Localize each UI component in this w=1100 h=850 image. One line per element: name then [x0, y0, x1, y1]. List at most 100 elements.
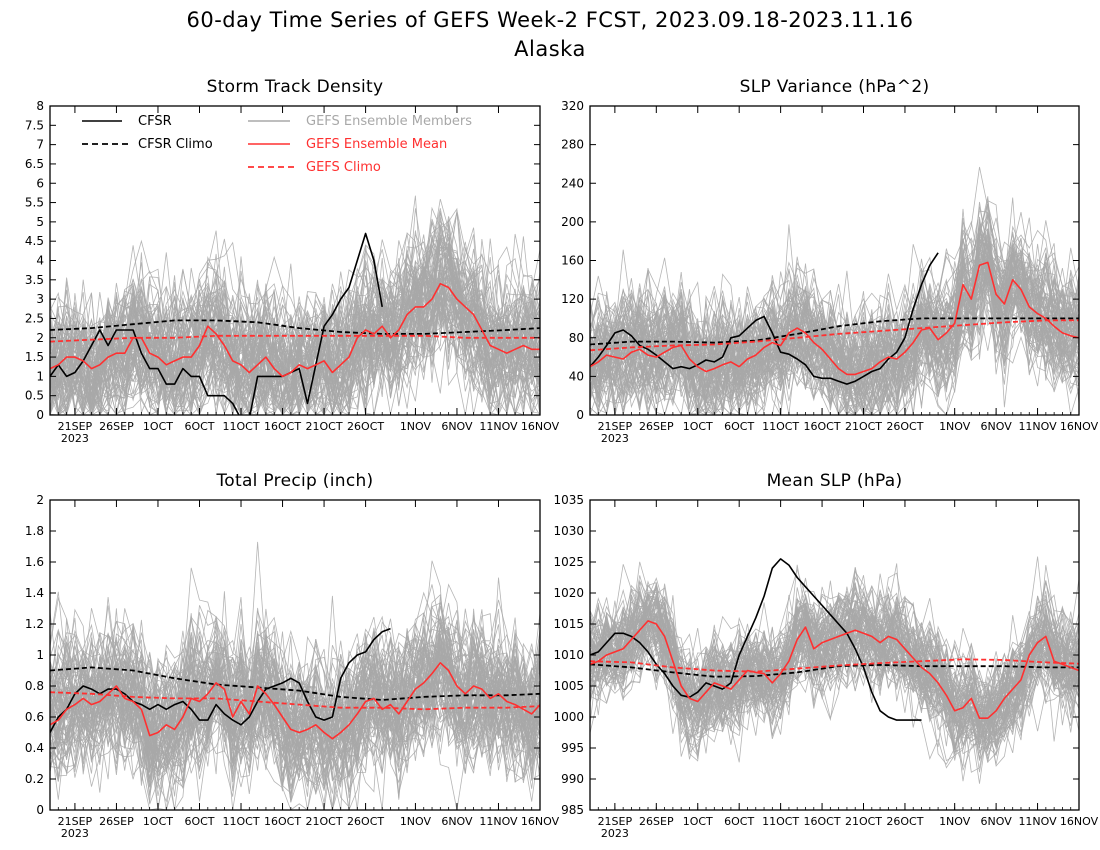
- y-tick-label: 0.2: [25, 772, 44, 786]
- y-tick-label: 120: [561, 292, 584, 306]
- y-tick-label: 0.4: [25, 741, 44, 755]
- panel-title: Storm Track Density: [207, 77, 384, 97]
- x-tick-label: 26OCT: [886, 420, 923, 433]
- ensemble-member-line: [50, 239, 540, 415]
- series-cfsr-climo: [50, 319, 540, 335]
- y-tick-label: 1.2: [25, 617, 44, 631]
- y-tick-label: 1.8: [25, 524, 44, 538]
- x-year-label: 2023: [61, 432, 89, 445]
- y-tick-label: 1.5: [25, 350, 44, 364]
- x-year-label: 2023: [601, 827, 629, 840]
- ensemble-member-line: [50, 602, 540, 799]
- figure-title: 60-day Time Series of GEFS Week-2 FCST, …: [186, 8, 913, 32]
- y-tick-label: 5: [36, 215, 44, 229]
- ensemble-member-line: [590, 200, 1079, 415]
- x-tick-label: 6NOV: [441, 420, 473, 433]
- y-tick-label: 160: [561, 254, 584, 268]
- series-gefs-climo: [590, 658, 1079, 673]
- series-gefs-ensemble-mean: [50, 661, 540, 740]
- ensemble-member-line: [590, 590, 1079, 769]
- x-tick-label: 11NOV: [1018, 420, 1057, 433]
- y-tick-label: 6.5: [25, 157, 44, 171]
- x-tick-label: 26SEP: [99, 420, 134, 433]
- x-tick-label: 6NOV: [981, 815, 1013, 828]
- ensemble-members: [590, 556, 1079, 784]
- x-tick-label: 16NOV: [1060, 420, 1099, 433]
- x-tick-label: 11OCT: [762, 815, 799, 828]
- y-tick-label: 3: [36, 292, 44, 306]
- ensemble-member-line: [50, 233, 540, 415]
- panel-storm-track-density: 0 0.5 1 1.5 2 2.5 3 3.5 4 4.5 5 5.5 6 6.5 7 7.5 8 21SEP 26…: [25, 77, 560, 445]
- x-tick-label: 26OCT: [347, 815, 384, 828]
- y-tick-label: 1035: [553, 493, 584, 507]
- series-gefs-climo: [50, 691, 540, 711]
- ensemble-member-line: [50, 249, 540, 415]
- ensemble-members: [590, 166, 1079, 415]
- ensemble-member-line: [590, 596, 1079, 760]
- x-tick-label: 1NOV: [400, 420, 432, 433]
- ensemble-member-line: [590, 596, 1079, 757]
- series-cfsr-climo: [590, 317, 1079, 346]
- ensemble-member-line: [50, 195, 540, 415]
- ensemble-member-line: [590, 583, 1079, 763]
- ensemble-member-line: [50, 217, 540, 415]
- panel-total-precip: 0 0.2 0.4 0.6 0.8 1 1.2 1.4 1.6 1.8 2 21SEP 26SEP 1OC…: [25, 471, 560, 840]
- x-tick-label: 16NOV: [521, 420, 560, 433]
- x-tick-label: 11NOV: [479, 815, 518, 828]
- x-tick-label: 1NOV: [400, 815, 432, 828]
- ensemble-member-line: [590, 582, 1079, 782]
- ensemble-member-line: [50, 622, 540, 803]
- x-tick-label: 26OCT: [347, 420, 384, 433]
- y-tick-label: 6: [36, 176, 44, 190]
- y-tick-label: 1015: [553, 617, 584, 631]
- y-tick-label: 80: [569, 331, 584, 345]
- x-tick-label: 21OCT: [845, 420, 882, 433]
- legend: CFSR CFSR Climo GEFS Ensemble Members GE…: [82, 114, 472, 175]
- y-tick-label: 0: [36, 408, 44, 422]
- ensemble-member-line: [50, 625, 540, 797]
- ensemble-member-line: [50, 591, 540, 793]
- ensemble-member-line: [50, 624, 540, 778]
- x-tick-label: 21SEP: [598, 420, 633, 433]
- y-tick-label: 1000: [553, 710, 584, 724]
- y-tick-label: 5.5: [25, 196, 44, 210]
- ensemble-member-line: [50, 252, 540, 414]
- ensemble-members: [50, 195, 540, 415]
- y-tick-label: 1.6: [25, 555, 44, 569]
- x-tick-label: 16OCT: [804, 815, 841, 828]
- ensemble-member-line: [50, 629, 540, 803]
- ensemble-member-line: [50, 645, 540, 769]
- y-tick-label: 1020: [553, 586, 584, 600]
- ensemble-member-line: [50, 567, 540, 810]
- x-tick-label: 6NOV: [441, 815, 473, 828]
- y-tick-label: 320: [561, 99, 584, 113]
- x-tick-label: 21SEP: [58, 420, 93, 433]
- y-tick-label: 0.8: [25, 679, 44, 693]
- series-cfsr-climo: [50, 666, 540, 701]
- y-tick-label: 1: [36, 648, 44, 662]
- panel-mean-slp: 985 990 995 1000 1005 1010 1015 1020 1025 1030 103…: [553, 471, 1098, 840]
- panel-title: Total Precip (inch): [216, 471, 374, 491]
- x-tick-label: 21OCT: [306, 815, 343, 828]
- x-tick-label: 26SEP: [639, 815, 674, 828]
- x-tick-label: 21OCT: [845, 815, 882, 828]
- y-tick-label: 3.5: [25, 273, 44, 287]
- y-tick-label: 985: [561, 803, 584, 817]
- x-tick-label: 6OCT: [184, 815, 214, 828]
- legend-members-label: GEFS Ensemble Members: [306, 114, 472, 129]
- x-tick-label: 6NOV: [981, 420, 1013, 433]
- ensemble-member-line: [590, 563, 1079, 739]
- series-gefs-climo: [590, 319, 1079, 352]
- y-tick-label: 1025: [553, 555, 584, 569]
- ensemble-member-line: [590, 257, 1079, 415]
- series-cfsr: [590, 558, 922, 721]
- y-tick-label: 8: [36, 99, 44, 113]
- x-tick-label: 1NOV: [939, 815, 971, 828]
- ensemble-member-line: [50, 609, 540, 777]
- x-tick-label: 16OCT: [804, 420, 841, 433]
- x-tick-label: 16OCT: [264, 420, 301, 433]
- y-tick-label: 240: [561, 176, 584, 190]
- ensemble-member-line: [590, 254, 1079, 415]
- ensemble-members: [50, 541, 540, 810]
